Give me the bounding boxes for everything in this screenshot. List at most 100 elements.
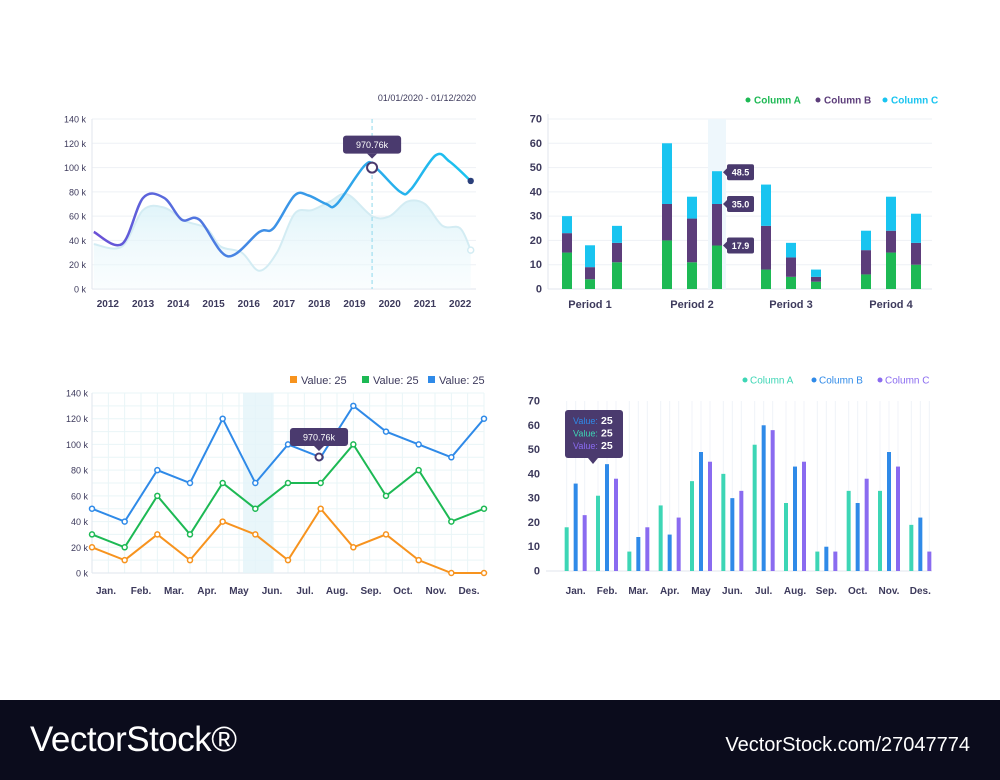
data-point [121,518,128,525]
legend-dot [877,377,883,383]
bar [793,466,797,571]
bar [596,495,600,571]
data-point [448,569,455,577]
data-point [284,556,292,564]
chart-1: 0 k 20 k 40 k 60 k 80 k 100 k 120 k 140 k 2012 20… [64,93,476,310]
bar [708,461,712,571]
legend-label: Column B [824,96,871,107]
y-tick-label: 120 k [66,414,89,424]
bar-segment [861,230,871,251]
category-label: Period 2 [670,299,713,311]
line-series [88,505,488,577]
y-tick-label: 10 [528,541,540,553]
data-point [448,454,455,461]
bar-segment [861,250,871,275]
data-point [154,466,161,474]
data-point [252,479,259,487]
date-range: 01/01/2020 - 01/12/2020 [378,93,476,103]
bar [846,490,851,571]
x-tick-label: Jun. [262,586,283,597]
y-tick-label: 0 [536,284,542,296]
bar-segment [811,281,821,289]
legend-dot [882,97,888,103]
y-tick-label: 0 k [74,285,87,295]
y-tick-label: 30 [528,493,540,505]
x-tick-label: Aug. [784,586,806,597]
tooltip-value: 25 [601,440,613,452]
y-tick-label: 60 k [69,212,87,222]
data-point [186,531,194,538]
image-id: VectorStock.com/27047774 [725,734,970,756]
bar [855,503,860,571]
y-tick-label: 70 [528,396,540,408]
y-tick-label: 30 [530,211,542,223]
legend-label: Column C [891,96,938,107]
stacked-bar [761,184,771,289]
bar-segment [712,245,722,289]
x-tick-label: Jul. [296,586,313,597]
x-tick-label: 2013 [132,299,155,310]
data-point [252,531,259,538]
tooltip-pointer [588,458,598,464]
legend-dot [745,97,751,103]
legend-item: Column C [877,376,929,387]
bar [658,505,663,571]
data-point [186,479,194,487]
x-tick-label: Mar. [164,586,184,597]
y-tick-label: 10 [530,259,542,271]
bar [752,444,757,571]
x-tick-label: Apr. [660,586,680,597]
value-label-box [727,196,754,212]
highlight-point [366,161,379,174]
data-point [382,492,390,500]
y-tick-label: 40 [528,468,540,480]
legend-swatch [362,376,369,383]
y-tick-label: 50 [530,162,542,174]
bar-segment [786,276,796,289]
bar-segment [562,216,572,234]
bar [833,551,838,571]
x-tick-label: Feb. [597,586,618,597]
stacked-bar [562,216,572,289]
data-point [121,556,128,564]
legend-item: Value: 25 [290,375,347,387]
x-tick-label: 2021 [414,299,437,310]
data-point [317,505,324,512]
x-tick-label: Mar. [628,586,648,597]
bar-group [690,401,712,571]
bar [761,425,766,571]
x-tick-label: 2019 [343,299,366,310]
brand-logo: VectorStock® [30,720,237,759]
legend-label: Value: 25 [373,375,419,387]
end-point [467,177,474,185]
tooltip-value: 25 [601,415,613,427]
bar-segment [687,196,697,219]
x-tick-label: 2014 [167,299,190,310]
x-tick-label: Aug. [326,586,348,597]
stacked-bar [687,196,697,289]
tooltip-box [565,410,623,458]
bar [887,452,891,571]
legend-label: Value: 25 [439,375,485,387]
bar [614,478,618,571]
value-label: 35.0 [723,196,754,212]
bar [645,527,650,571]
x-tick-label: 2015 [202,299,225,310]
x-tick-label: 2017 [273,299,296,310]
y-tick-label: 100 k [64,163,87,173]
x-tick-label: Jun. [722,586,743,597]
data-point [219,479,226,487]
bar-segment [562,233,572,253]
data-point [186,556,194,564]
legend-item: Value: 25 [362,375,419,387]
y-tick-label: 20 [528,517,540,529]
bar [676,517,681,571]
data-point [317,479,324,487]
data-point [480,505,488,512]
bar-segment [687,262,697,289]
data-point [382,531,390,538]
data-point [121,544,128,551]
stacked-bar [612,225,622,289]
data-point [284,479,292,487]
data-point [219,415,226,422]
